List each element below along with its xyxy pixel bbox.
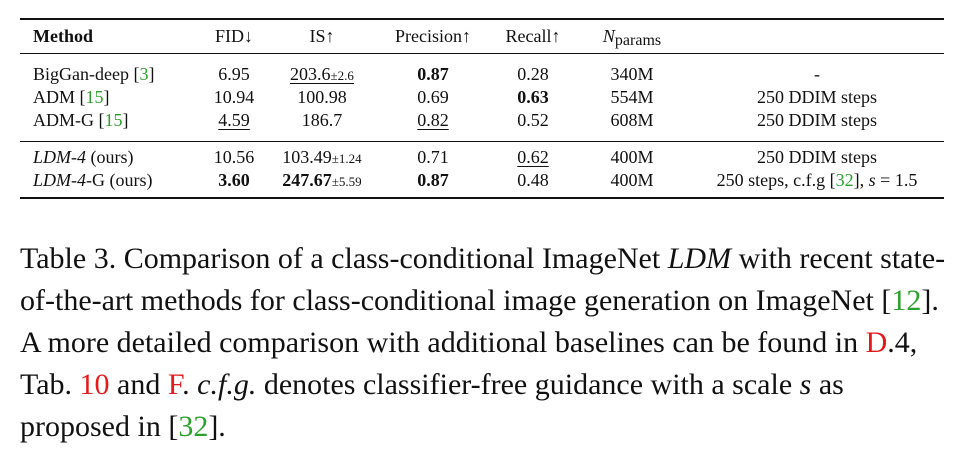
table-bottom-rule	[20, 197, 944, 199]
table-top-rule	[20, 18, 944, 20]
fid-cell: 4.59	[218, 110, 250, 130]
header-method: Method	[33, 26, 93, 46]
nparams-cell: 554M	[610, 87, 654, 107]
note-cell: 250 DDIM steps	[757, 87, 877, 107]
is-cell: 247.67±5.59	[282, 170, 362, 190]
nparams-cell: 400M	[610, 147, 654, 167]
citation-link[interactable]: 3	[139, 64, 149, 84]
recall-cell: 0.28	[517, 64, 549, 84]
is-cell: 203.6±2.6	[290, 64, 354, 84]
nparams-cell: 340M	[610, 64, 654, 84]
method-cell: LDM-4-G (ours)	[33, 170, 153, 190]
header-is: IS↑	[309, 26, 335, 46]
recall-cell: 0.63	[517, 87, 549, 107]
table-ref-link[interactable]: 10	[79, 368, 110, 401]
method-cell: LDM-4 (ours)	[33, 147, 134, 167]
precision-cell: 0.87	[417, 64, 449, 84]
header-recall: Recall↑	[505, 26, 561, 46]
note-cell: 250 steps, c.f.g [32], s = 1.5	[716, 170, 918, 190]
fid-cell: 3.60	[218, 170, 250, 190]
fid-cell: 10.94	[213, 87, 255, 107]
precision-cell: 0.69	[417, 87, 449, 107]
nparams-cell: 608M	[610, 110, 654, 130]
citation-link[interactable]: 12	[891, 284, 922, 317]
fid-cell: 10.56	[213, 147, 255, 167]
is-cell: 186.7	[301, 110, 343, 130]
header-nparams: Nparams	[602, 26, 662, 49]
header-precision: Precision↑	[395, 26, 471, 46]
method-cell: BigGan-deep [3]	[33, 64, 155, 84]
table-group-rule	[20, 141, 944, 142]
note-cell: -	[814, 64, 820, 84]
is-cell: 103.49±1.24	[282, 147, 362, 167]
is-cell: 100.98	[297, 87, 347, 107]
fid-cell: 6.95	[218, 64, 250, 84]
method-cell: ADM [15]	[33, 87, 110, 107]
header-fid: FID↓	[214, 26, 253, 46]
citation-link[interactable]: 32	[178, 410, 209, 443]
section-ref-link[interactable]: D.4	[865, 326, 910, 359]
note-cell: 250 DDIM steps	[757, 147, 877, 167]
nparams-cell: 400M	[610, 170, 654, 190]
citation-link[interactable]: 15	[85, 87, 104, 107]
table-caption: Table 3. Comparison of a class-condition…	[20, 242, 946, 443]
method-cell: ADM-G [15]	[33, 110, 129, 130]
recall-cell: 0.52	[517, 110, 549, 130]
precision-cell: 0.71	[417, 147, 449, 167]
citation-link[interactable]: 32	[835, 170, 854, 190]
recall-cell: 0.62	[517, 147, 549, 167]
citation-link[interactable]: 15	[104, 110, 123, 130]
precision-cell: 0.87	[417, 170, 449, 190]
precision-cell: 0.82	[417, 110, 449, 130]
recall-cell: 0.48	[517, 170, 549, 190]
note-cell: 250 DDIM steps	[757, 110, 877, 130]
table-header-rule	[20, 53, 944, 54]
appendix-ref-link[interactable]: F	[167, 368, 183, 401]
